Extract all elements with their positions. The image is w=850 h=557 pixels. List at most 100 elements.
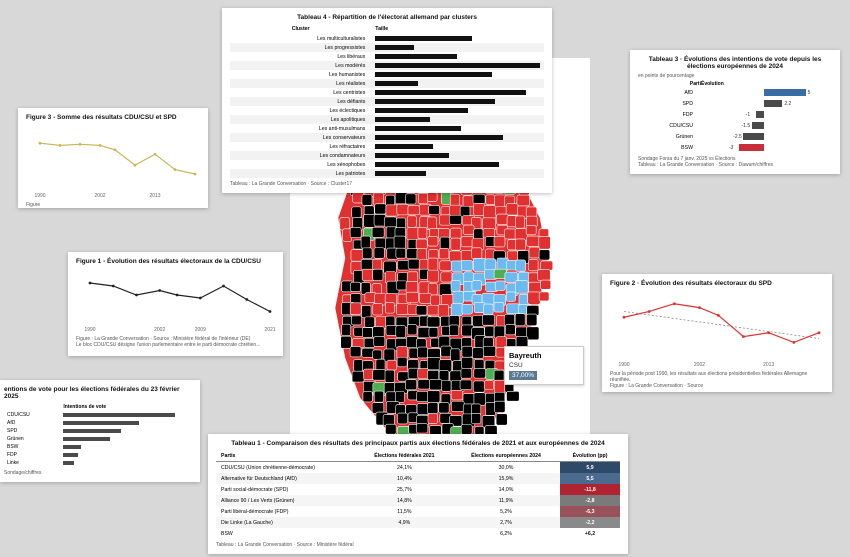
- map-district[interactable]: [397, 357, 407, 367]
- map-district[interactable]: [462, 346, 473, 357]
- map-district[interactable]: [384, 349, 395, 362]
- map-district[interactable]: [439, 284, 451, 296]
- map-district[interactable]: [350, 227, 361, 237]
- map-district[interactable]: [473, 258, 485, 271]
- map-district[interactable]: [407, 272, 418, 283]
- map-district[interactable]: [418, 369, 429, 379]
- map-district[interactable]: [461, 357, 473, 368]
- map-district[interactable]: [450, 194, 459, 206]
- map-district[interactable]: [362, 195, 372, 206]
- map-district[interactable]: [354, 360, 363, 372]
- map-district[interactable]: [418, 193, 427, 204]
- map-district[interactable]: [529, 247, 540, 258]
- map-district[interactable]: [427, 357, 440, 369]
- map-district[interactable]: [361, 305, 371, 317]
- map-district[interactable]: [462, 316, 472, 326]
- map-district[interactable]: [429, 379, 441, 390]
- map-district[interactable]: [474, 203, 485, 215]
- map-district[interactable]: [376, 359, 385, 371]
- map-district[interactable]: [417, 347, 427, 358]
- map-district[interactable]: [506, 292, 515, 301]
- map-district[interactable]: [361, 236, 370, 248]
- map-district[interactable]: [439, 403, 449, 413]
- map-district[interactable]: [515, 216, 524, 228]
- map-district[interactable]: [451, 401, 464, 411]
- map-district[interactable]: [386, 392, 396, 403]
- map-district[interactable]: [517, 195, 530, 206]
- map-district[interactable]: [395, 391, 404, 402]
- map-district[interactable]: [429, 327, 438, 337]
- map-district[interactable]: [416, 239, 427, 249]
- map-district[interactable]: [504, 229, 516, 239]
- map-district[interactable]: [528, 292, 541, 304]
- map-district[interactable]: [453, 291, 464, 304]
- map-district[interactable]: [507, 391, 520, 401]
- map-district[interactable]: [385, 302, 394, 313]
- map-district[interactable]: [342, 324, 351, 335]
- map-district[interactable]: [394, 236, 405, 249]
- map-district[interactable]: [364, 338, 375, 347]
- map-district[interactable]: [397, 204, 409, 215]
- map-district[interactable]: [362, 348, 374, 357]
- map-district[interactable]: [539, 236, 551, 249]
- map-district[interactable]: [473, 381, 484, 392]
- map-district[interactable]: [372, 227, 384, 237]
- map-district[interactable]: [406, 292, 418, 302]
- map-district[interactable]: [539, 292, 549, 301]
- map-district[interactable]: [350, 346, 361, 356]
- map-district[interactable]: [460, 380, 472, 390]
- map-district[interactable]: [408, 259, 420, 269]
- map-district[interactable]: [427, 305, 439, 315]
- map-district[interactable]: [385, 424, 396, 434]
- map-district[interactable]: [449, 215, 461, 224]
- map-district[interactable]: [428, 258, 438, 271]
- map-district[interactable]: [527, 314, 537, 326]
- map-district[interactable]: [494, 401, 505, 412]
- map-district[interactable]: [484, 381, 493, 390]
- map-district[interactable]: [472, 348, 483, 359]
- map-district[interactable]: [396, 248, 406, 258]
- map-district[interactable]: [495, 281, 505, 290]
- map-district[interactable]: [406, 337, 417, 348]
- map-district[interactable]: [361, 259, 374, 270]
- map-district[interactable]: [515, 281, 528, 294]
- map-district[interactable]: [408, 206, 419, 215]
- map-district[interactable]: [472, 281, 482, 291]
- map-district[interactable]: [428, 237, 438, 247]
- map-district[interactable]: [505, 325, 515, 335]
- map-district[interactable]: [441, 346, 452, 357]
- map-district[interactable]: [450, 349, 460, 362]
- map-district[interactable]: [405, 380, 416, 390]
- map-district[interactable]: [471, 248, 481, 259]
- map-district[interactable]: [418, 227, 427, 238]
- map-district[interactable]: [352, 207, 361, 218]
- map-district[interactable]: [515, 314, 525, 326]
- map-district[interactable]: [362, 248, 372, 259]
- map-district[interactable]: [526, 327, 539, 340]
- map-district[interactable]: [372, 403, 384, 414]
- map-district[interactable]: [484, 206, 496, 218]
- map-district[interactable]: [427, 270, 438, 282]
- map-district[interactable]: [396, 218, 405, 228]
- map-district[interactable]: [473, 194, 485, 204]
- map-district[interactable]: [374, 214, 386, 226]
- map-district[interactable]: [417, 391, 428, 401]
- map-district[interactable]: [418, 380, 430, 389]
- map-district[interactable]: [486, 195, 495, 205]
- map-district[interactable]: [396, 281, 407, 290]
- map-district[interactable]: [427, 217, 436, 229]
- map-district[interactable]: [397, 413, 407, 424]
- map-district[interactable]: [451, 280, 460, 291]
- map-district[interactable]: [431, 295, 440, 305]
- map-district[interactable]: [350, 303, 361, 315]
- map-district[interactable]: [441, 381, 451, 392]
- map-district[interactable]: [515, 239, 525, 250]
- map-district[interactable]: [528, 260, 538, 271]
- map-district[interactable]: [494, 302, 504, 312]
- map-district[interactable]: [438, 304, 448, 317]
- map-district[interactable]: [407, 325, 417, 335]
- map-district[interactable]: [373, 327, 385, 338]
- map-district[interactable]: [463, 196, 474, 207]
- map-district[interactable]: [497, 214, 509, 224]
- map-district[interactable]: [527, 236, 540, 246]
